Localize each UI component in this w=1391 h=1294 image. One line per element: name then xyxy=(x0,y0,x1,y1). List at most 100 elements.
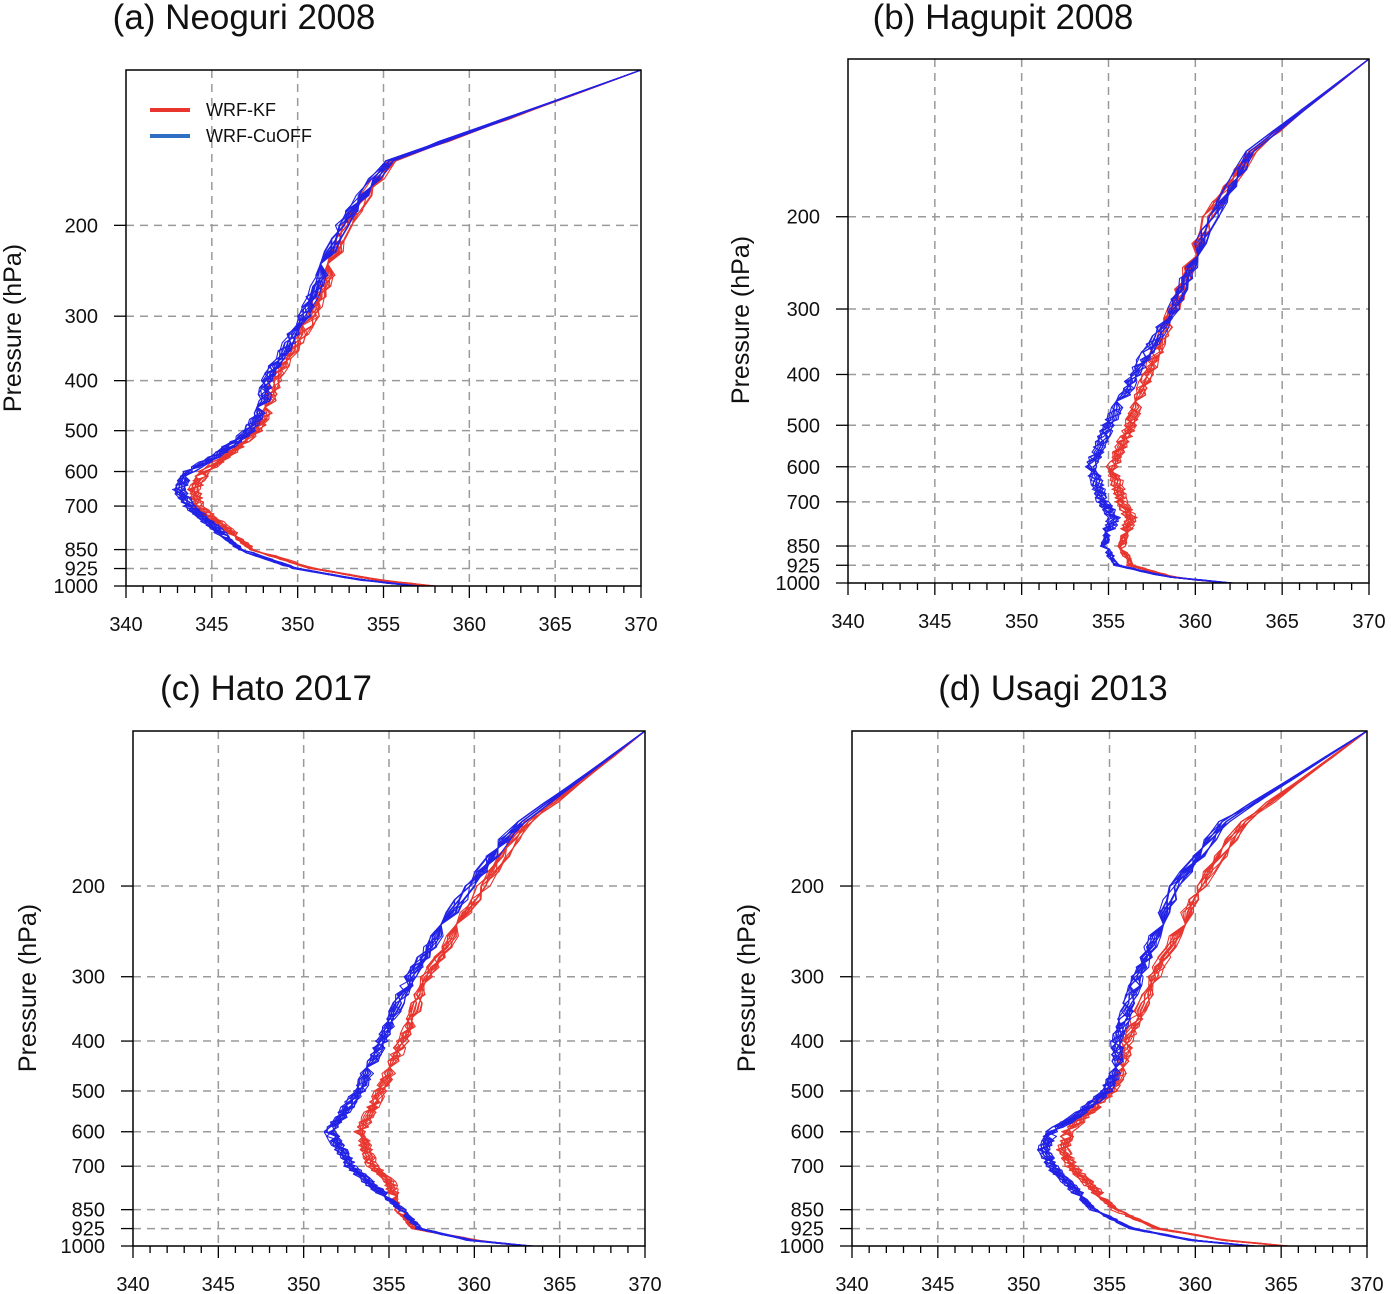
wrf-cuoff-member-line xyxy=(1087,58,1370,584)
y-tick-label: 300 xyxy=(787,299,820,321)
x-tick-label: 340 xyxy=(109,614,142,636)
wrf-kf-member-line xyxy=(1059,730,1368,1247)
panel-title: (a) Neoguri 2008 xyxy=(113,0,376,37)
y-tick-label: 600 xyxy=(787,457,820,479)
wrf-kf-member-line xyxy=(1111,58,1370,584)
x-tick-label: 365 xyxy=(1264,1274,1297,1294)
x-tick-label: 355 xyxy=(1092,611,1125,633)
y-tick-label: 1000 xyxy=(61,1236,106,1258)
wrf-kf-member-line xyxy=(193,69,642,587)
wrf-cuoff-member-line xyxy=(180,69,642,587)
wrf-kf-member-line xyxy=(353,730,646,1247)
y-tick-label: 500 xyxy=(787,415,820,437)
x-tick-label: 370 xyxy=(1352,611,1385,633)
x-tick-label: 365 xyxy=(538,614,571,636)
y-tick-label: 600 xyxy=(72,1122,105,1144)
wrf-cuoff-member-line xyxy=(1044,730,1368,1247)
x-tick-label: 360 xyxy=(458,1274,491,1294)
wrf-kf-member-line xyxy=(189,69,642,587)
y-tick-label: 500 xyxy=(791,1081,824,1103)
y-tick-label: 925 xyxy=(787,555,820,577)
panel-b: (b) Hagupit 2008 Pressure (hPa) 340 345 35… xyxy=(727,0,1386,633)
y-tick-label: 200 xyxy=(65,215,98,237)
legend-label-wrf-kf: WRF-KF xyxy=(206,100,276,120)
panel-a: (a) Neoguri 2008 Pressure (hPa) 340 345 35… xyxy=(0,0,658,636)
wrf-kf-member-line xyxy=(190,69,642,587)
wrf-kf-member-line xyxy=(359,730,646,1247)
y-tick-label: 400 xyxy=(65,371,98,393)
wrf-kf-member-line xyxy=(190,69,642,587)
wrf-cuoff-member-line xyxy=(1086,58,1370,584)
panel-title: (c) Hato 2017 xyxy=(160,669,372,708)
wrf-kf-member-line xyxy=(193,69,642,587)
wrf-cuoff-member-line xyxy=(1085,58,1370,584)
x-tick-label: 350 xyxy=(287,1274,320,1294)
wrf-cuoff-member-line xyxy=(175,69,642,587)
y-tick-label: 925 xyxy=(72,1219,105,1241)
y-tick-label: 400 xyxy=(787,364,820,386)
wrf-kf-member-line xyxy=(1061,730,1368,1247)
wrf-kf-member-line xyxy=(356,730,646,1247)
y-tick-label: 600 xyxy=(791,1122,824,1144)
wrf-cuoff-member-line xyxy=(176,69,642,587)
wrf-kf-member-line xyxy=(1109,58,1370,584)
wrf-cuoff-member-line xyxy=(1040,730,1368,1247)
wrf-kf-member-line xyxy=(1108,58,1370,584)
wrf-kf-member-line xyxy=(1108,58,1370,584)
y-axis-title: Pressure (hPa) xyxy=(14,904,42,1072)
wrf-cuoff-member-line xyxy=(174,69,642,587)
y-tick-label: 300 xyxy=(65,306,98,328)
wrf-cuoff-member-line xyxy=(1089,58,1370,584)
x-tick-label: 360 xyxy=(1179,611,1212,633)
wrf-cuoff-member-line xyxy=(1043,730,1368,1247)
y-tick-label: 700 xyxy=(791,1156,824,1178)
x-tick-label: 355 xyxy=(367,614,400,636)
wrf-cuoff-member-line xyxy=(1044,730,1368,1247)
wrf-cuoff-member-line xyxy=(171,69,642,587)
wrf-cuoff-member-line xyxy=(1086,58,1370,584)
wrf-kf-member-line xyxy=(1060,730,1368,1247)
x-tick-label: 360 xyxy=(1179,1274,1212,1294)
wrf-cuoff-member-line xyxy=(175,69,642,587)
wrf-cuoff-member-line xyxy=(1038,730,1368,1247)
x-tick-label: 370 xyxy=(624,614,657,636)
y-tick-label: 200 xyxy=(72,876,105,898)
y-tick-label: 850 xyxy=(65,540,98,562)
wrf-cuoff-member-line xyxy=(178,69,642,587)
wrf-cuoff-member-line xyxy=(1040,730,1368,1247)
wrf-kf-member-line xyxy=(1057,730,1368,1247)
wrf-cuoff-member-line xyxy=(1092,58,1370,584)
legend-label-wrf-cuoff: WRF-CuOFF xyxy=(206,126,312,146)
x-tick-label: 355 xyxy=(372,1274,405,1294)
wrf-kf-member-line xyxy=(1060,730,1368,1247)
y-tick-label: 1000 xyxy=(780,1236,825,1258)
wrf-kf-member-line xyxy=(1108,58,1370,584)
x-tick-label: 340 xyxy=(116,1274,149,1294)
wrf-cuoff-member-line xyxy=(1042,730,1368,1247)
y-tick-label: 200 xyxy=(791,876,824,898)
x-tick-label: 350 xyxy=(281,614,314,636)
wrf-kf-member-line xyxy=(1106,58,1370,584)
y-tick-label: 925 xyxy=(791,1219,824,1241)
wrf-cuoff-member-line xyxy=(1087,58,1370,584)
y-tick-label: 200 xyxy=(787,207,820,229)
y-tick-label: 850 xyxy=(72,1200,105,1222)
wrf-cuoff-member-line xyxy=(1040,730,1368,1247)
y-tick-label: 700 xyxy=(72,1156,105,1178)
y-tick-label: 600 xyxy=(65,462,98,484)
wrf-cuoff-member-line xyxy=(1042,730,1368,1247)
x-tick-label: 340 xyxy=(835,1274,868,1294)
y-tick-label: 300 xyxy=(791,967,824,989)
x-tick-label: 355 xyxy=(1093,1274,1126,1294)
x-tick-label: 350 xyxy=(1005,611,1038,633)
wrf-cuoff-member-line xyxy=(177,69,642,587)
y-tick-label: 500 xyxy=(72,1081,105,1103)
wrf-cuoff-member-line xyxy=(182,69,642,587)
wrf-kf-member-line xyxy=(356,730,646,1247)
x-tick-label: 370 xyxy=(628,1274,661,1294)
y-tick-label: 850 xyxy=(791,1200,824,1222)
y-tick-label: 400 xyxy=(791,1031,824,1053)
panel-d: (d) Usagi 2013 Pressure (hPa) 340 345 350 3… xyxy=(733,669,1384,1294)
y-axis-title: Pressure (hPa) xyxy=(733,904,761,1072)
